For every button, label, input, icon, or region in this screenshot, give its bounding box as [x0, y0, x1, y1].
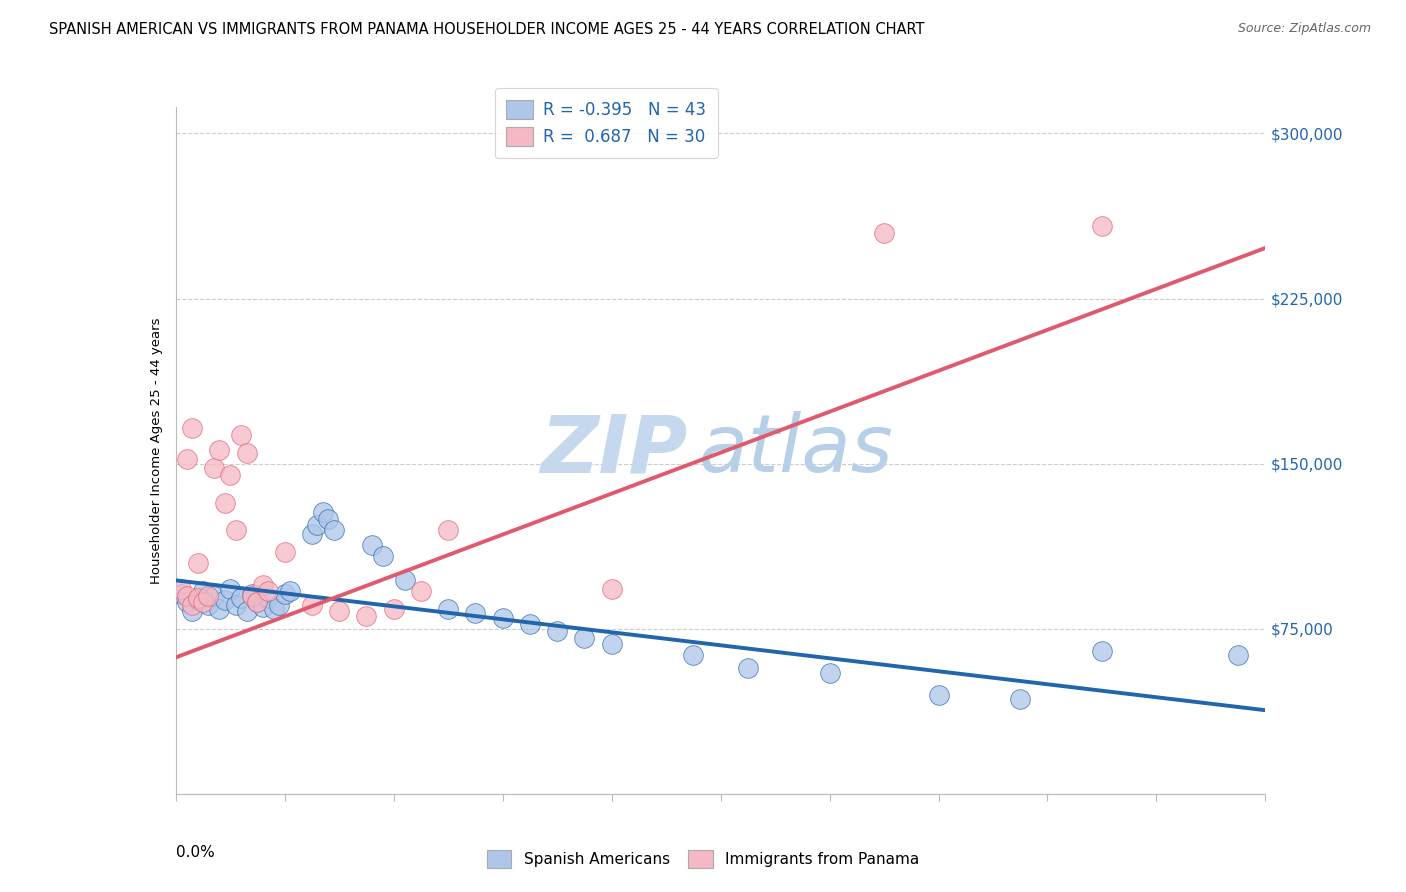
Point — [278, 584, 301, 599]
Point — [437, 523, 460, 537]
Point — [181, 604, 204, 618]
Text: atlas: atlas — [699, 411, 894, 490]
Point — [328, 604, 350, 618]
Point — [269, 598, 291, 612]
Point — [181, 598, 204, 612]
Point — [263, 602, 285, 616]
Point — [382, 602, 405, 616]
Point — [240, 589, 263, 603]
Point — [219, 582, 242, 596]
Point — [197, 589, 219, 603]
Text: ZIP: ZIP — [540, 411, 688, 490]
Point — [176, 595, 198, 609]
Point — [312, 505, 335, 519]
Text: SPANISH AMERICAN VS IMMIGRANTS FROM PANAMA HOUSEHOLDER INCOME AGES 25 - 44 YEARS: SPANISH AMERICAN VS IMMIGRANTS FROM PANA… — [49, 22, 925, 37]
Point — [600, 637, 623, 651]
Point — [322, 523, 344, 537]
Point — [191, 595, 214, 609]
Point — [197, 598, 219, 612]
Point — [600, 582, 623, 596]
Text: 0.0%: 0.0% — [176, 846, 215, 861]
Point — [186, 556, 209, 570]
Point — [394, 574, 416, 588]
Point — [257, 584, 280, 599]
Point — [202, 589, 225, 603]
Point — [873, 226, 896, 240]
Point — [186, 591, 209, 605]
Point — [682, 648, 704, 663]
Point — [170, 586, 193, 600]
Legend: Spanish Americans, Immigrants from Panama: Spanish Americans, Immigrants from Panam… — [481, 844, 925, 873]
Point — [1091, 219, 1114, 233]
Point — [186, 593, 209, 607]
Point — [360, 538, 382, 552]
Point — [246, 595, 269, 609]
Point — [225, 598, 247, 612]
Point — [737, 661, 759, 675]
Y-axis label: Householder Income Ages 25 - 44 years: Householder Income Ages 25 - 44 years — [149, 318, 163, 583]
Point — [1010, 692, 1032, 706]
Point — [208, 602, 231, 616]
Point — [225, 523, 247, 537]
Point — [1227, 648, 1250, 663]
Point — [231, 428, 253, 442]
Point — [246, 595, 269, 609]
Point — [191, 584, 214, 599]
Text: Source: ZipAtlas.com: Source: ZipAtlas.com — [1237, 22, 1371, 36]
Point — [257, 591, 280, 605]
Point — [464, 607, 486, 621]
Point — [235, 445, 257, 459]
Point — [492, 611, 515, 625]
Point — [214, 593, 236, 607]
Point — [301, 598, 323, 612]
Point — [356, 608, 378, 623]
Point — [214, 496, 236, 510]
Point — [240, 586, 263, 600]
Point — [437, 602, 460, 616]
Point — [219, 467, 242, 482]
Point — [176, 589, 198, 603]
Point — [176, 452, 198, 467]
Point — [371, 549, 394, 563]
Point — [208, 443, 231, 458]
Point — [546, 624, 568, 638]
Point — [274, 545, 297, 559]
Point — [928, 688, 950, 702]
Point — [252, 599, 274, 614]
Point — [274, 586, 297, 600]
Point — [409, 584, 432, 599]
Point — [1091, 644, 1114, 658]
Point — [574, 631, 596, 645]
Point — [202, 461, 225, 475]
Point — [170, 582, 193, 596]
Point — [301, 527, 323, 541]
Point — [818, 665, 841, 680]
Point — [519, 617, 541, 632]
Point — [318, 512, 340, 526]
Point — [231, 591, 253, 605]
Point — [252, 578, 274, 592]
Point — [181, 421, 204, 435]
Point — [235, 604, 257, 618]
Point — [307, 518, 329, 533]
Legend: R = -0.395   N = 43, R =  0.687   N = 30: R = -0.395 N = 43, R = 0.687 N = 30 — [495, 88, 717, 158]
